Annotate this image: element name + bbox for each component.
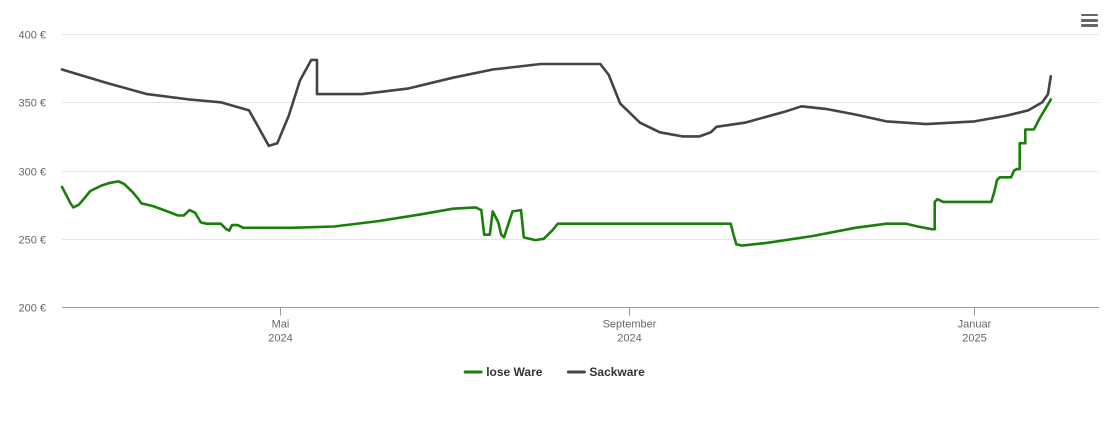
x-tick-sublabel: 2024 xyxy=(617,333,641,345)
legend-label: lose Ware xyxy=(486,365,543,379)
x-tick-label: Januar xyxy=(958,319,992,331)
legend-item-2[interactable]: Sackware xyxy=(566,365,645,379)
series-line-1 xyxy=(60,98,1053,247)
axes: 200 € 250 € 300 € 350 € 400 € Mai 2024 Septembe… xyxy=(18,30,1099,345)
hamburger-menu-icon[interactable] xyxy=(1081,14,1098,28)
series-lines xyxy=(60,58,1053,247)
legend-item-1[interactable]: lose Ware xyxy=(463,365,543,379)
grid-lines xyxy=(62,34,1099,240)
x-tick-sublabel: 2025 xyxy=(962,333,986,345)
y-tick-label: 400 € xyxy=(18,30,46,42)
x-tick-label: September xyxy=(603,319,657,331)
x-tick-label: Mai xyxy=(272,319,290,331)
series-line-2 xyxy=(60,58,1053,148)
y-tick-label: 300 € xyxy=(18,167,46,179)
x-tick-sublabel: 2024 xyxy=(268,333,292,345)
legend-label: Sackware xyxy=(589,365,645,379)
legend[interactable]: lose Ware Sackware xyxy=(463,365,645,379)
y-tick-label: 200 € xyxy=(18,303,46,315)
y-tick-label: 350 € xyxy=(18,98,46,110)
y-tick-label: 250 € xyxy=(18,235,46,247)
